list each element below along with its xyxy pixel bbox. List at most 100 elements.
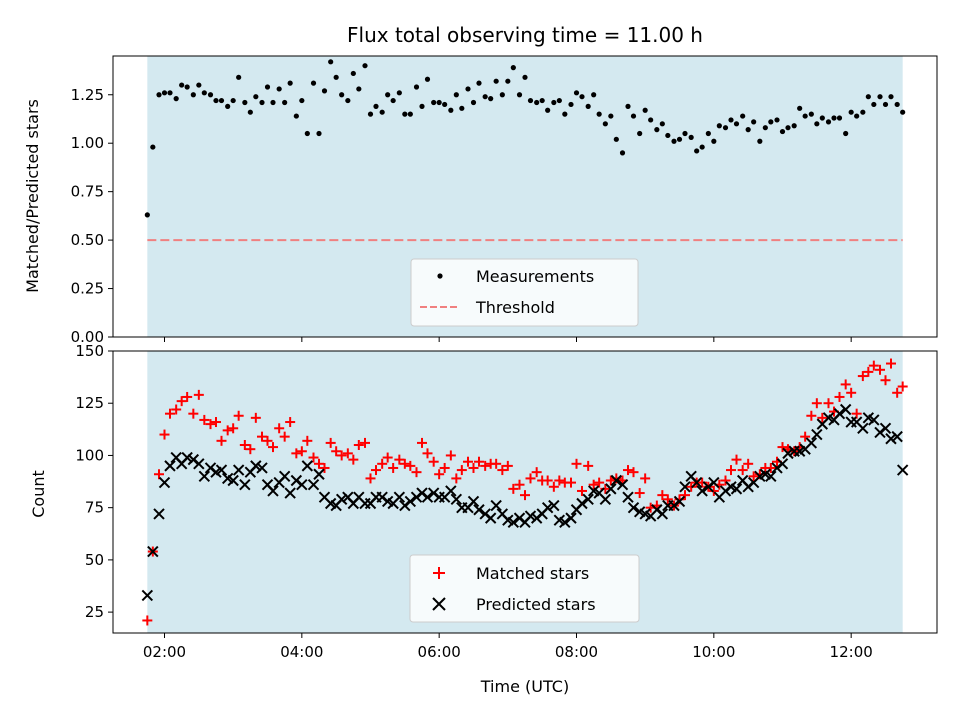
- predicted-star-point: [335, 493, 348, 506]
- matched-star-point: [491, 458, 502, 469]
- predicted-star-point: [679, 481, 691, 493]
- predicted-star-point: [307, 478, 320, 491]
- predicted-star-point: [296, 478, 308, 491]
- predicted-star-point: [891, 430, 903, 443]
- measurement-point: [282, 99, 288, 106]
- matched-star-point: [514, 479, 525, 490]
- predicted-star-point: [833, 407, 846, 420]
- matched-star-point: [885, 358, 896, 369]
- matched-star-point: [857, 371, 868, 382]
- measurement-point: [551, 99, 557, 106]
- predicted-star-point: [616, 478, 629, 491]
- matched-star-point: [222, 425, 233, 436]
- measurement-point: [630, 113, 637, 119]
- matched-star-point: [731, 454, 742, 465]
- legend-predicted-label: Predicted stars: [476, 595, 596, 614]
- measurement-point: [797, 105, 803, 111]
- predicted-star-point: [805, 437, 818, 449]
- measurement-point: [173, 96, 179, 102]
- matched-star-point: [497, 465, 508, 476]
- matched-star-point: [679, 490, 690, 501]
- predicted-star-point: [730, 483, 743, 495]
- matched-star-point: [634, 488, 645, 499]
- legend-predicted-marker: [432, 597, 446, 611]
- predicted-star-point: [673, 495, 686, 508]
- measurement-point: [608, 113, 614, 119]
- matched-star-point: [348, 454, 359, 465]
- measurement-point: [207, 92, 214, 98]
- measurement-point: [602, 121, 608, 127]
- matched-star-point: [417, 437, 427, 448]
- measurement-point: [637, 130, 643, 137]
- predicted-star-point: [473, 504, 485, 516]
- top-axes-frame: [112, 55, 938, 338]
- matched-star-point: [473, 456, 484, 467]
- matched-star-point: [480, 460, 491, 471]
- measurement-point: [808, 111, 814, 117]
- measurement-point: [424, 76, 431, 82]
- predicted-star-point: [548, 499, 560, 512]
- matched-star-point: [331, 446, 342, 457]
- matched-star-point: [159, 429, 170, 440]
- measurement-point: [648, 117, 654, 123]
- predicted-star-point: [776, 458, 789, 470]
- matched-star-point: [566, 477, 577, 488]
- matched-star-point: [623, 465, 633, 476]
- matched-star-point: [806, 410, 817, 421]
- x-tick-label: 08:00: [555, 643, 598, 661]
- measurement-point: [407, 111, 413, 117]
- predicted-star-point: [857, 422, 869, 434]
- measurement-point: [373, 103, 379, 109]
- measurement-point: [740, 113, 746, 119]
- measurement-point: [774, 117, 780, 123]
- measurement-point: [894, 101, 900, 108]
- measurement-point: [596, 111, 602, 117]
- predicted-stars-series: [141, 403, 909, 602]
- measurement-point: [779, 128, 786, 135]
- matched-star-point: [542, 475, 553, 486]
- measurement-point: [682, 130, 688, 137]
- measurement-point: [493, 78, 499, 84]
- predicted-star-point: [284, 487, 296, 499]
- top-legend: Measurements Threshold: [410, 258, 639, 327]
- predicted-star-point: [158, 476, 171, 489]
- measurement-point: [711, 138, 717, 144]
- top-legend-box: [410, 258, 639, 327]
- matched-star-point: [142, 615, 153, 626]
- predicted-star-point: [622, 491, 634, 503]
- matched-star-point: [800, 431, 811, 442]
- measurement-point: [888, 94, 894, 100]
- matched-star-point: [342, 448, 353, 459]
- matched-star-point: [817, 412, 828, 423]
- matched-star-point: [463, 456, 474, 467]
- predicted-star-point: [565, 512, 577, 524]
- matched-star-point: [875, 364, 886, 375]
- bottom-y-axis-label: Count: [29, 470, 48, 518]
- matched-star-point: [765, 462, 776, 473]
- measurement-point: [184, 84, 190, 90]
- matched-star-point: [171, 404, 182, 415]
- measurement-point: [431, 99, 437, 106]
- legend-measurements-marker: [437, 273, 443, 279]
- measurement-point: [396, 90, 402, 96]
- measurement-point: [293, 113, 299, 119]
- matched-star-point: [245, 444, 256, 455]
- predicted-star-point: [490, 499, 502, 512]
- measurement-point: [476, 80, 482, 86]
- bottom-legend-box: [409, 554, 640, 623]
- predicted-star-point: [541, 501, 554, 514]
- measurement-point: [345, 97, 351, 104]
- matched-star-point: [737, 465, 748, 476]
- measurement-point: [642, 107, 648, 113]
- predicted-star-point: [576, 497, 588, 510]
- measurement-point: [860, 109, 866, 115]
- predicted-star-point: [250, 460, 262, 472]
- measurement-point: [505, 78, 511, 84]
- matched-star-point: [291, 448, 302, 459]
- matched-star-point: [164, 408, 175, 419]
- measurement-point: [728, 117, 734, 123]
- matched-star-point: [405, 460, 416, 471]
- matched-star-point: [726, 465, 736, 476]
- measurement-point: [733, 121, 740, 127]
- predicted-star-point: [627, 501, 640, 514]
